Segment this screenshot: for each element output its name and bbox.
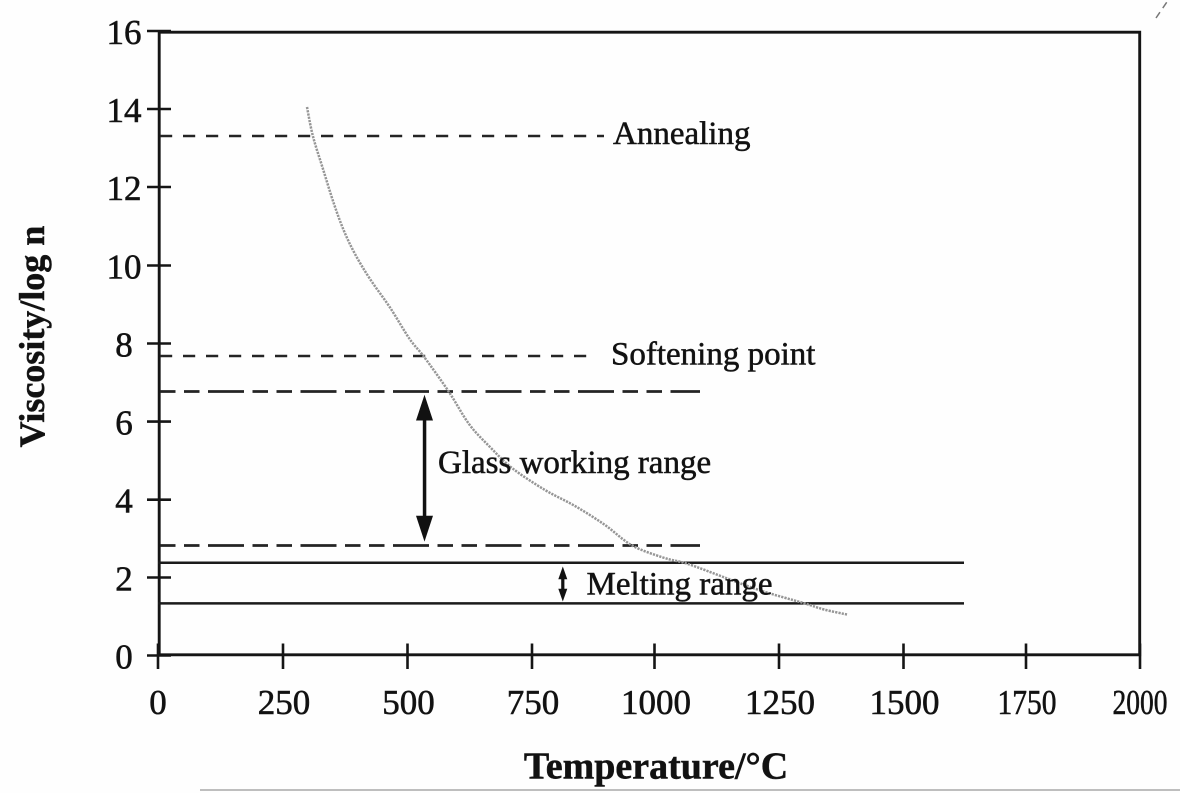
svg-text:0: 0 [115,638,133,677]
svg-text:750: 750 [507,683,560,722]
svg-text:16: 16 [107,13,142,52]
svg-text:10: 10 [107,248,142,287]
svg-text:Softening point: Softening point [611,337,815,373]
svg-text:4: 4 [115,482,133,521]
svg-text:1250: 1250 [745,683,815,722]
svg-text:8: 8 [115,326,133,365]
svg-text:6: 6 [115,404,133,443]
svg-text:0: 0 [149,683,167,722]
svg-text:Annealing: Annealing [613,116,750,152]
svg-text:Melting range: Melting range [587,567,773,603]
svg-text:1750: 1750 [998,683,1057,722]
svg-text:12: 12 [107,169,142,208]
svg-text:Viscosity/log n: Viscosity/log n [12,226,52,448]
svg-text:250: 250 [258,683,311,722]
svg-text:Glass working range: Glass working range [438,445,711,481]
svg-text:500: 500 [382,683,435,722]
svg-text:2000: 2000 [1113,683,1168,722]
svg-text:14: 14 [107,91,142,130]
svg-text:1500: 1500 [870,683,940,722]
svg-text:Temperature/°C: Temperature/°C [524,746,788,788]
svg-text:2: 2 [115,560,133,599]
svg-text:1000: 1000 [621,683,691,722]
